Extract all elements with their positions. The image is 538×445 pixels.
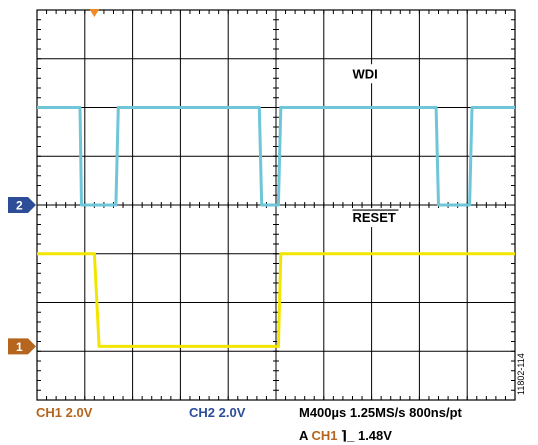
ch2-scale-readout: CH2 2.0V xyxy=(189,405,246,420)
channel-markers: 21 xyxy=(8,9,100,355)
label-backing xyxy=(345,208,405,228)
ch2-marker-shape xyxy=(8,197,36,213)
timebase-readout: M400µs 1.25MS/s 800ns/pt xyxy=(299,405,462,420)
trigger-channel: CH1 xyxy=(311,428,338,443)
ch2-marker-number: 2 xyxy=(16,199,23,213)
label-backing xyxy=(345,64,387,84)
label-reset: RESET xyxy=(345,208,405,228)
ch1-marker-number: 1 xyxy=(16,340,23,354)
figure-id: 11802-114 xyxy=(516,353,526,395)
label-text-wdi: WDI xyxy=(352,66,377,81)
trigger-position-icon xyxy=(89,9,100,17)
trace-wdi xyxy=(37,106,515,207)
trigger-slope-icon: ⌉_ xyxy=(341,428,355,443)
ch1-marker: 1 xyxy=(8,338,36,355)
label-text-reset: RESET xyxy=(352,210,395,225)
traces xyxy=(37,106,515,348)
ch1-marker-shape xyxy=(8,338,36,355)
trigger-prefix: A xyxy=(299,428,308,443)
label-wdi: WDI xyxy=(345,64,387,84)
trigger-level: 1.48V xyxy=(357,428,392,443)
trace-annotations: WDI RESET xyxy=(345,64,405,228)
ch1-scale-readout: CH1 2.0V xyxy=(36,405,93,420)
trace-reset xyxy=(37,252,515,348)
ch2-marker: 2 xyxy=(8,197,36,213)
trigger-readout: A CH1 ⌉_ 1.48V xyxy=(299,428,392,444)
